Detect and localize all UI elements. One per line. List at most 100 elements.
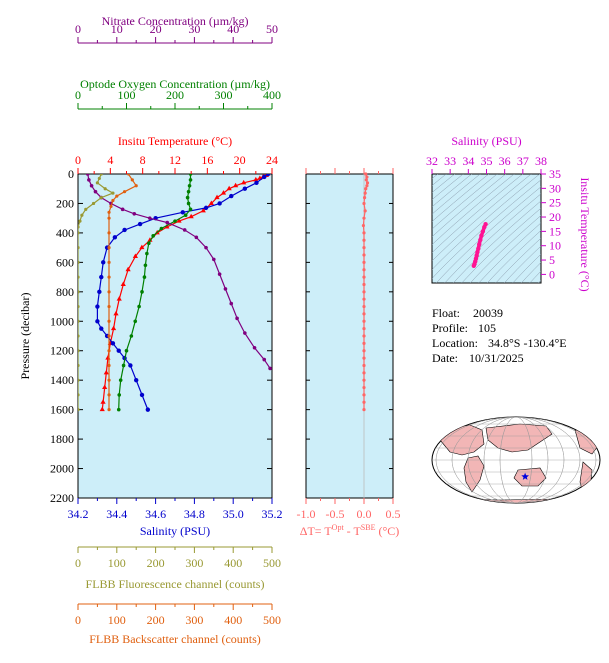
map-landmass [485,423,553,453]
ts-point [475,249,480,255]
oxygen-point [145,251,149,256]
delta-t-axis-title-part: (°C) [375,524,399,538]
density-contour [469,215,541,283]
oxygen-point [116,407,121,412]
backscatter-tick-label: 100 [108,613,126,627]
delta-t-point [362,378,366,382]
oxygen-tick-label: 300 [215,88,233,102]
ts-contour-group [432,134,609,293]
density-contour [529,270,541,283]
info-float-value: 20039 [473,306,503,320]
delta-t-point [362,363,366,368]
salinity-point [180,210,185,215]
delta-t-point [362,334,366,338]
delta-t-panel [305,173,394,499]
density-contour [512,253,541,283]
delta-t-point [362,290,366,294]
pressure-tick-label: 1800 [50,432,74,446]
delta-t-axis-title-part: ΔT= T [300,524,333,538]
nitrate-line [87,174,271,369]
delta-t-tick-label: 0.5 [386,507,401,521]
info-float-label: Float: [432,306,460,320]
backscatter-point [107,378,111,382]
nitrate-tick-label: 50 [266,22,278,36]
oxygen-axis-title: Optode Oxygen Concentration (µm/kg) [80,77,270,91]
delta-t-point [361,223,366,228]
temperature-point [188,213,194,219]
backscatter-line [108,174,138,410]
delta-t-point [364,172,368,176]
ts-y-tick-label: 25 [549,196,561,210]
salinity-tick-label: 34.6 [145,507,166,521]
nitrate-point [182,228,187,232]
density-contour [432,174,524,254]
fluorescence-tick-label: 0 [75,556,81,570]
backscatter-point [107,275,111,279]
backscatter-point [107,216,111,220]
nitrate-tick-label: 20 [150,22,162,36]
nitrate-point [229,301,234,306]
temperature-point [139,244,145,250]
fluorescence-point [95,181,99,185]
salinity-point [145,407,151,412]
temperature-tick-label: 12 [169,153,181,167]
temperature-point [200,207,206,213]
temperature-point [132,253,138,258]
oxygen-tick-label: 200 [166,88,184,102]
density-contour [478,222,541,283]
temperature-point [113,310,119,316]
backscatter-point [122,190,127,194]
info-profile-value: 105 [478,321,496,335]
fluorescence-point [84,207,88,211]
temperature-point [214,194,220,200]
salinity-point [101,260,106,265]
delta-t-tick-label: -1.0 [297,507,316,521]
profile-series-group [78,174,272,412]
pressure-tick-label: 800 [56,285,74,299]
salinity-point [99,326,104,331]
ts-point [477,242,482,247]
salinity-point [229,193,234,199]
delta-t-axis-title: ΔT= TOpt - TSBE (°C) [300,523,400,538]
delta-t-point [365,175,369,179]
delta-t-point [363,191,367,195]
pressure-tick-label: 0 [68,167,74,181]
backscatter-tick-label: 500 [263,613,281,627]
pressure-tick-label: 1600 [50,403,74,417]
temperature-point [103,369,109,375]
salinity-point [139,392,145,398]
nitrate-point [194,235,199,240]
backscatter-point [107,334,111,338]
density-contour [486,230,541,283]
delta-t-point [362,304,366,309]
fluorescence-point [103,187,107,191]
nitrate-point [89,183,94,188]
fluorescence-tick-label: 100 [108,556,126,570]
fluorescence-point [80,213,84,217]
ts-y-axis-title: Insitu Temperature (°C) [578,177,592,291]
salinity-point [95,319,100,324]
nitrate-point [252,345,257,350]
salinity-point [95,304,100,309]
density-contour [432,174,515,245]
fluorescence-point [78,349,80,353]
oxygen-point [188,207,193,212]
fluorescence-point [78,225,80,229]
pressure-tick-label: 2000 [50,462,74,476]
fluorescence-point [78,219,82,223]
ts-point [480,229,486,234]
float-location-marker [521,472,529,480]
temperature-tick-label: 24 [266,153,278,167]
ts-x-tick-label: 38 [535,154,547,168]
fluorescence-point [111,191,115,195]
temperature-point [125,266,131,272]
oxygen-point [137,304,141,309]
temperature-point [208,200,214,205]
map-meridian [435,417,597,503]
delta-t-axis-title-part: SBE [361,523,376,532]
fluorescence-tick-label: 500 [263,556,281,570]
salinity-point [110,341,116,346]
backscatter-point [107,246,111,250]
density-contour [598,134,609,293]
